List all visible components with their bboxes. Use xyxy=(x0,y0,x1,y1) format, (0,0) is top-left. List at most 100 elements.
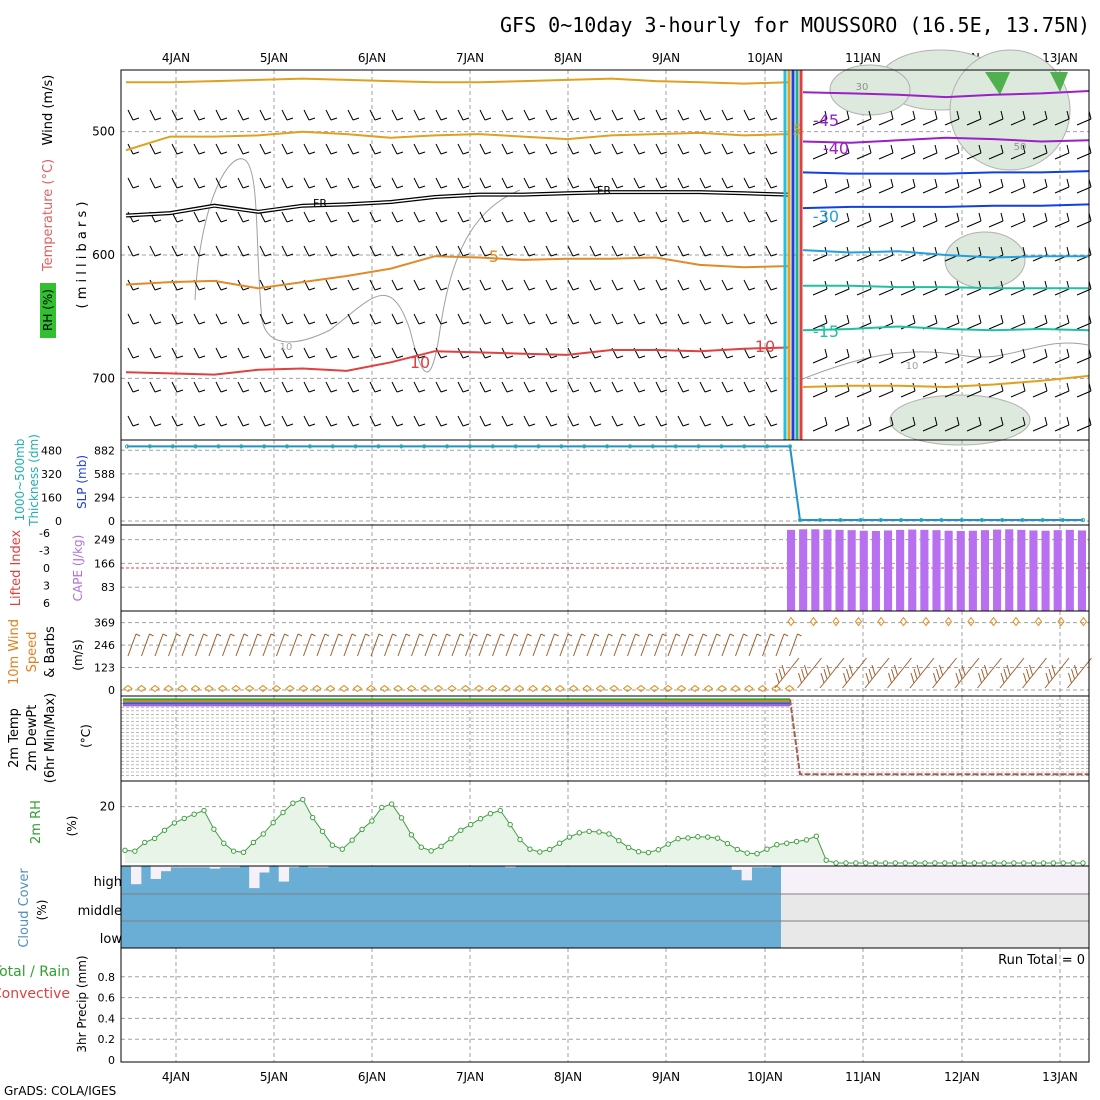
cape-ytick-1: 166 xyxy=(94,557,115,570)
wind-speed-marker-after xyxy=(967,616,975,627)
rh-point-91 xyxy=(1021,860,1027,866)
grads-credit: GrADS: COLA/IGES xyxy=(4,1084,116,1098)
wind-barb-before xyxy=(222,633,235,657)
rh-contour-before xyxy=(194,158,521,373)
wind-barb xyxy=(149,381,162,393)
wind-speed-marker xyxy=(298,684,309,693)
wind-speed-marker xyxy=(150,684,160,693)
slp-marker-30 xyxy=(797,517,803,523)
wind-barb-before xyxy=(600,633,613,657)
wind-barb xyxy=(633,177,646,189)
wind-barb xyxy=(237,109,250,121)
thick-ylabel-1: Thickness (dm) xyxy=(27,434,41,527)
wind-speed-marker xyxy=(649,684,660,693)
slp-marker-39 xyxy=(979,517,985,523)
cape-bar-2 xyxy=(811,529,820,611)
wind-barb-before xyxy=(330,633,343,657)
wind-barb-after xyxy=(909,657,935,689)
wind-barb xyxy=(677,381,690,393)
wind-barb xyxy=(501,143,514,155)
rh-point-77 xyxy=(882,860,889,866)
isotherm-freezing-inner xyxy=(125,191,789,217)
rh-point-88 xyxy=(991,860,997,866)
slp-marker-44 xyxy=(1080,517,1086,523)
precip-ylabel: 3hr Precip (mm) xyxy=(75,955,89,1052)
wind-barb-after xyxy=(819,657,845,689)
slp-marker-21 xyxy=(605,444,610,449)
wind-barb xyxy=(834,348,850,364)
wind-speed-marker xyxy=(258,684,268,693)
wind-barb xyxy=(193,211,206,223)
wind-barb xyxy=(1010,144,1026,160)
run-total-label: Run Total = 0 xyxy=(998,953,1085,968)
wind-barb xyxy=(149,313,162,325)
slp-marker-18 xyxy=(536,444,541,449)
slp-thickness-panel: 882 588 294 0 480 320 160 0 1000~500mb Thickness … xyxy=(13,434,1090,528)
contour-label-3: 10 xyxy=(410,353,430,372)
rh-point-60 xyxy=(714,835,721,841)
wind-barb xyxy=(193,177,206,189)
rh-point-28 xyxy=(398,815,405,821)
rh-point-24 xyxy=(359,826,365,833)
wind-barb xyxy=(281,381,294,393)
wind-barb xyxy=(303,347,316,359)
wind-barb xyxy=(523,143,536,155)
wind-barb xyxy=(944,110,960,126)
cloud-high-gap-13 xyxy=(259,866,270,873)
wind-barb xyxy=(413,381,426,393)
wind-barb-before xyxy=(748,633,762,657)
wind-barb xyxy=(721,245,734,257)
wind-barb xyxy=(303,177,316,189)
wind-barb xyxy=(633,245,646,257)
rh-point-4 xyxy=(161,827,168,833)
wind-speed-marker xyxy=(487,684,498,693)
wind-barb xyxy=(1032,144,1048,160)
precip-label-total: Total / Rain xyxy=(0,964,70,980)
top-date-label-4: 8JAN xyxy=(554,51,582,65)
wind-barb xyxy=(127,245,140,257)
wind-speed-marker xyxy=(582,684,592,693)
wind-barb xyxy=(699,245,712,257)
wind-barb xyxy=(325,415,338,427)
wind-ytick-2: 123 xyxy=(94,662,115,675)
wind-barb xyxy=(765,279,778,291)
rh-point-52 xyxy=(635,849,642,855)
isotherm-after--40 xyxy=(802,136,1090,144)
rh-point-18 xyxy=(300,796,306,803)
wind-speed-marker-after xyxy=(854,616,863,627)
rh-point-72 xyxy=(833,860,839,866)
wind-barb xyxy=(878,382,894,398)
rh-point-90 xyxy=(1011,860,1017,866)
wind-speed-marker xyxy=(730,684,741,693)
slp-marker-7 xyxy=(284,444,290,449)
wind-speed-marker xyxy=(312,684,322,693)
wind-barb xyxy=(523,109,536,121)
wind-barb-before xyxy=(384,633,397,657)
cloud-high-gap-6 xyxy=(190,866,201,868)
wind-barb-before xyxy=(370,633,384,657)
contour-label-5: 10 xyxy=(280,342,293,353)
wind-speed-marker xyxy=(231,684,241,693)
wind-speed-marker xyxy=(177,684,187,693)
wind-barb xyxy=(922,416,938,432)
rh-point-92 xyxy=(1030,860,1037,866)
wind-barb xyxy=(303,381,316,393)
cape-bar-19 xyxy=(1017,529,1026,611)
rh-point-89 xyxy=(1001,860,1007,866)
wind-barb xyxy=(479,177,492,189)
rh-point-70 xyxy=(813,833,820,839)
wind-barb xyxy=(171,143,184,155)
wind-barb xyxy=(633,143,646,155)
wind-barb xyxy=(347,347,360,359)
bottom-date-label-0: 4JAN xyxy=(162,1070,190,1084)
slp-marker-38 xyxy=(959,517,964,523)
rh-point-93 xyxy=(1040,860,1047,866)
wind-barb xyxy=(1054,144,1070,160)
rh-point-12 xyxy=(240,849,247,855)
wind-barb xyxy=(611,143,624,155)
wind-barb xyxy=(677,313,690,325)
wind-ylabel-0: 10m Wind xyxy=(7,619,22,685)
wind-barb xyxy=(988,144,1004,160)
wind-barb xyxy=(611,279,624,291)
rh-point-75 xyxy=(863,860,869,866)
